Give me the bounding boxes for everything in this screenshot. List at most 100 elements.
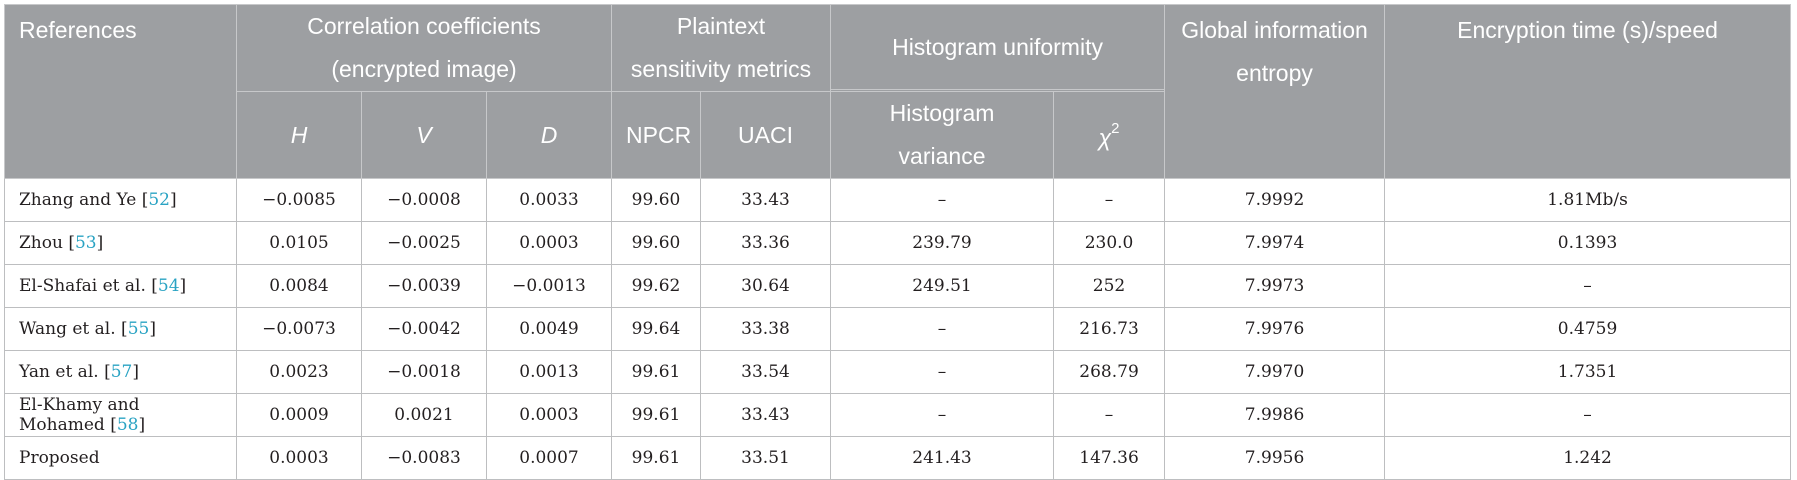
reference-text: Zhou [ [19, 233, 75, 253]
header-v: V [361, 91, 487, 179]
citation-link[interactable]: 57 [110, 362, 133, 382]
cell-entropy: 7.9974 [1164, 221, 1386, 265]
reference-bracket: ] [138, 415, 146, 435]
cell-npcr: 99.61 [611, 393, 702, 437]
cell-uaci: 33.38 [700, 307, 832, 351]
citation-link[interactable]: 53 [74, 233, 97, 253]
cell-d: 0.0003 [485, 221, 613, 265]
citation-link[interactable]: 54 [157, 276, 180, 296]
table-header: References Correlation coefficients (enc… [4, 3, 1792, 179]
reference-bracket: ] [132, 362, 139, 382]
cell-entropy: 7.9970 [1164, 350, 1386, 394]
cell-chi: 216.73 [1053, 307, 1166, 351]
reference-text: Zhang and Ye [ [19, 190, 149, 210]
citation-link[interactable]: 55 [127, 319, 150, 339]
cell-h: 0.0003 [236, 436, 362, 480]
comparison-table: References Correlation coefficients (enc… [4, 3, 1792, 480]
table-row: Proposed 0.0003 −0.0083 0.0007 99.61 33.51 241… [4, 436, 1792, 480]
cell-time: 1.7351 [1384, 350, 1792, 394]
cell-npcr: 99.60 [611, 178, 702, 222]
header-uaci: UACI [700, 91, 832, 179]
cell-h: 0.0084 [236, 264, 362, 308]
reference-bracket: ] [149, 319, 156, 339]
cell-chi: – [1053, 393, 1166, 437]
cell-v: −0.0018 [361, 350, 487, 394]
header-histogram: Histogram uniformity [830, 3, 1166, 91]
cell-npcr: 99.64 [611, 307, 702, 351]
cell-entropy: 7.9956 [1164, 436, 1386, 480]
cell-npcr: 99.60 [611, 221, 702, 265]
table-row: Zhang and Ye [52] −0.0085 −0.0008 0.0033 99.… [4, 178, 1792, 222]
reference-cell: El-Shafai et al. [54] [4, 264, 237, 308]
header-correlation: Correlation coefficients (encrypted imag… [235, 4, 613, 92]
reference-bracket: ] [169, 190, 177, 210]
reference-bracket: ] [96, 233, 104, 253]
table-row: Yan et al. [57] 0.0023 −0.0018 0.0013 99.61 3… [4, 350, 1792, 394]
cell-v: −0.0042 [361, 307, 487, 351]
cell-time: 0.4759 [1384, 307, 1792, 351]
cell-v: −0.0083 [361, 436, 487, 480]
cell-chi: 268.79 [1053, 350, 1166, 394]
cell-v: −0.0039 [361, 264, 487, 308]
header-plaintext: Plaintext sensitivity metrics [611, 4, 832, 92]
cell-d: 0.0007 [485, 436, 613, 480]
table-row: Zhou [53] 0.0105 −0.0025 0.0003 99.60 33.36 23… [4, 221, 1792, 265]
cell-uaci: 33.54 [700, 350, 832, 394]
reference-cell: Zhou [53] [4, 221, 237, 265]
citation-link[interactable]: 58 [116, 415, 139, 435]
cell-h: 0.0023 [236, 350, 362, 394]
cell-hvar: – [830, 178, 1055, 222]
reference-text: Wang et al. [ [19, 319, 128, 339]
reference-bracket: ] [179, 276, 187, 296]
chi-symbol: χ [1098, 124, 1112, 151]
cell-h: −0.0085 [236, 178, 362, 222]
cell-uaci: 30.64 [700, 264, 832, 308]
cell-hvar: – [830, 393, 1055, 437]
cell-entropy: 7.9976 [1164, 307, 1386, 351]
header-h: H [236, 91, 362, 179]
cell-d: 0.0033 [485, 178, 613, 222]
cell-uaci: 33.43 [700, 178, 832, 222]
cell-chi: 252 [1053, 264, 1166, 308]
reference-text: Proposed [19, 448, 100, 468]
cell-d: 0.0049 [485, 307, 613, 351]
cell-chi: 147.36 [1053, 436, 1166, 480]
cell-chi: 230.0 [1053, 221, 1166, 265]
cell-d: −0.0013 [485, 264, 613, 308]
chi-superscript: 2 [1111, 119, 1120, 137]
cell-hvar: 249.51 [830, 264, 1055, 308]
header-references: References [4, 4, 237, 179]
cell-v: 0.0021 [361, 393, 487, 437]
cell-npcr: 99.61 [611, 350, 702, 394]
cell-hvar: – [830, 307, 1055, 351]
cell-h: 0.0105 [236, 221, 362, 265]
reference-cell: El-Khamy and Mohamed [58] [4, 393, 237, 437]
cell-v: −0.0008 [361, 178, 487, 222]
reference-cell: Wang et al. [55] [4, 307, 237, 351]
cell-h: 0.0009 [236, 393, 362, 437]
cell-time: – [1384, 393, 1792, 437]
reference-text: El-Khamy and Mohamed [ [19, 395, 140, 435]
cell-npcr: 99.62 [611, 264, 702, 308]
cell-time: 0.1393 [1384, 221, 1792, 265]
cell-v: −0.0025 [361, 221, 487, 265]
header-histogram-variance: Histogram variance [830, 91, 1055, 179]
cell-time: – [1384, 264, 1792, 308]
table-row: El-Shafai et al. [54] 0.0084 −0.0039 −0.001… [4, 264, 1792, 308]
header-chi-squared: χ2 [1053, 91, 1166, 179]
table-row: Wang et al. [55] −0.0073 −0.0042 0.0049 99.6… [4, 307, 1792, 351]
reference-text: El-Shafai et al. [ [19, 276, 158, 296]
table-body: Zhang and Ye [52] −0.0085 −0.0008 0.0033 99.… [4, 178, 1792, 480]
citation-link[interactable]: 52 [148, 190, 170, 210]
reference-cell: Proposed [4, 436, 237, 480]
cell-time: 1.242 [1384, 436, 1792, 480]
cell-entropy: 7.9992 [1164, 178, 1386, 222]
cell-hvar: – [830, 350, 1055, 394]
cell-h: −0.0073 [236, 307, 362, 351]
cell-hvar: 241.43 [830, 436, 1055, 480]
cell-entropy: 7.9986 [1164, 393, 1386, 437]
cell-hvar: 239.79 [830, 221, 1055, 265]
header-npcr: NPCR [611, 91, 702, 179]
cell-uaci: 33.36 [700, 221, 832, 265]
cell-entropy: 7.9973 [1164, 264, 1386, 308]
